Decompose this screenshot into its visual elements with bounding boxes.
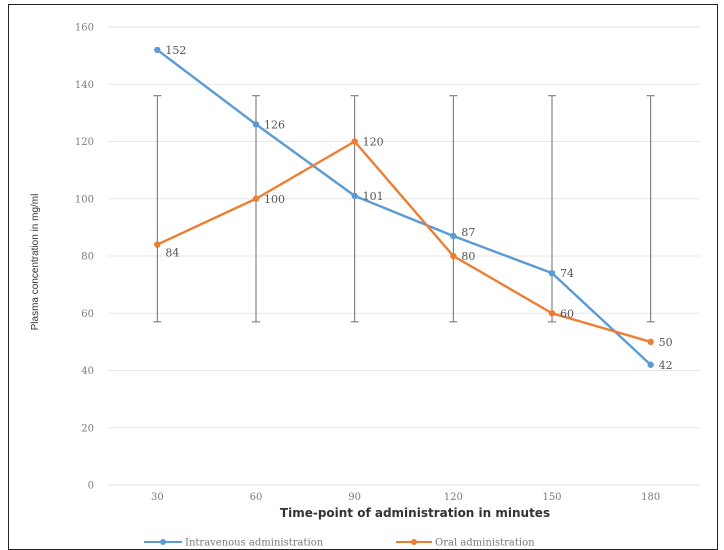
x-tick-label: 150 xyxy=(542,492,561,503)
data-point xyxy=(351,192,358,200)
y-tick-label: 120 xyxy=(75,137,94,148)
data-point xyxy=(647,361,654,368)
x-tick-label: 120 xyxy=(444,492,463,503)
y-axis-ticks: 0 20 40 60 80 100 120 140 160 xyxy=(75,23,94,492)
data-label: 60 xyxy=(560,307,574,320)
gridlines xyxy=(108,26,700,486)
data-point xyxy=(450,232,457,240)
data-label: 126 xyxy=(264,118,285,131)
x-tick-label: 90 xyxy=(348,492,361,503)
x-tick-label: 180 xyxy=(641,492,660,503)
data-point xyxy=(154,46,161,54)
data-point xyxy=(548,310,556,317)
data-point xyxy=(548,269,556,277)
data-label: 80 xyxy=(461,250,475,263)
legend-marker-oral xyxy=(411,539,417,545)
data-point xyxy=(647,338,654,346)
legend: Intravenous administration Oral administ… xyxy=(144,538,535,549)
series-line-intravenous xyxy=(156,48,652,366)
y-tick-label: 160 xyxy=(75,23,94,34)
data-point xyxy=(450,252,457,260)
chart-frame xyxy=(8,4,718,550)
legend-marker-intravenous xyxy=(160,539,166,545)
error-bars xyxy=(153,95,655,323)
x-tick-label: 30 xyxy=(151,492,164,503)
x-axis-ticks: 30 60 90 120 150 180 xyxy=(151,492,660,503)
data-label: 152 xyxy=(165,44,186,57)
data-point xyxy=(154,241,161,248)
data-label: 84 xyxy=(165,247,179,260)
data-label: 87 xyxy=(461,226,475,239)
data-label: 74 xyxy=(560,267,574,280)
y-tick-label: 80 xyxy=(81,252,94,263)
data-label: 101 xyxy=(363,190,384,203)
data-labels: 152 126 101 87 74 42 84 100 120 80 60 50 xyxy=(165,44,672,372)
series xyxy=(154,46,654,368)
data-label: 42 xyxy=(659,359,673,372)
data-label: 120 xyxy=(363,136,384,149)
y-tick-label: 20 xyxy=(81,423,94,434)
y-tick-label: 0 xyxy=(88,481,94,492)
data-point xyxy=(252,121,260,128)
legend-label-intravenous: Intravenous administration xyxy=(185,538,324,549)
y-tick-label: 100 xyxy=(75,194,94,205)
x-axis-title: Time-point of administration in minutes xyxy=(280,506,550,520)
data-point xyxy=(351,138,358,145)
y-tick-label: 40 xyxy=(81,366,94,377)
y-axis-title: Plasma concentration in mg/ml xyxy=(30,194,41,331)
y-tick-label: 60 xyxy=(81,309,94,320)
y-tick-label: 140 xyxy=(75,80,94,91)
data-label: 50 xyxy=(659,336,673,349)
legend-label-oral: Oral administration xyxy=(435,538,535,549)
data-label: 100 xyxy=(264,193,285,206)
series-line-oral xyxy=(156,140,652,344)
data-point xyxy=(252,195,260,202)
x-tick-label: 60 xyxy=(250,492,263,503)
